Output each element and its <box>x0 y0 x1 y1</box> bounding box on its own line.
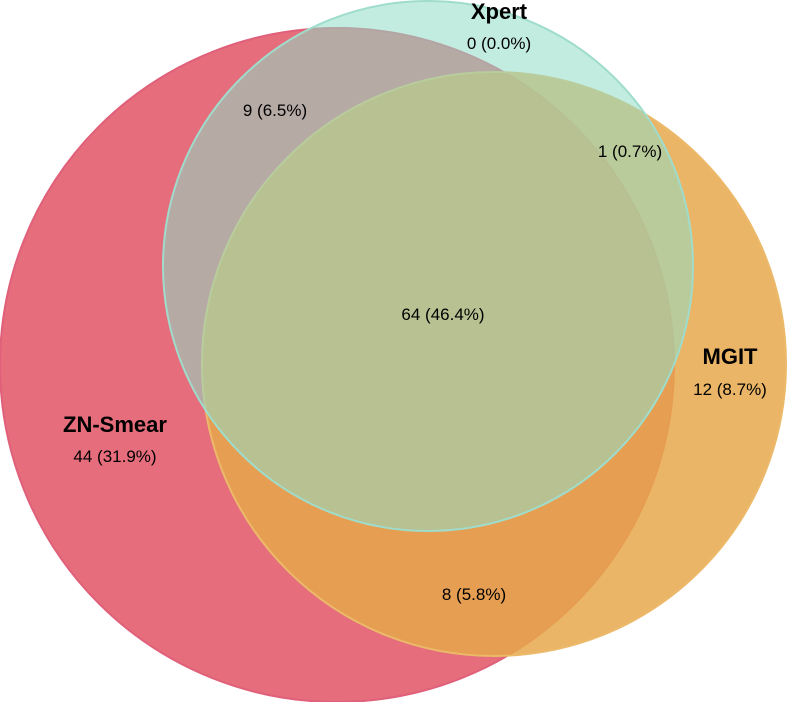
xpert-circle <box>162 0 694 532</box>
xpert-title: Xpert <box>471 0 528 24</box>
zn-xpert-overlap-count: 9 (6.5%) <box>243 101 307 120</box>
mgit-title: MGIT <box>703 344 759 369</box>
mgit-unique-count: 12 (8.7%) <box>693 380 767 399</box>
all-three-overlap-count: 64 (46.4%) <box>401 305 484 324</box>
zn-smear-title: ZN-Smear <box>63 412 167 437</box>
mgit-xpert-overlap-count: 1 (0.7%) <box>598 142 662 161</box>
zn-mgit-overlap-count: 8 (5.8%) <box>442 585 506 604</box>
xpert-unique-count: 0 (0.0%) <box>467 34 531 53</box>
zn-smear-unique-count: 44 (31.9%) <box>73 447 156 466</box>
